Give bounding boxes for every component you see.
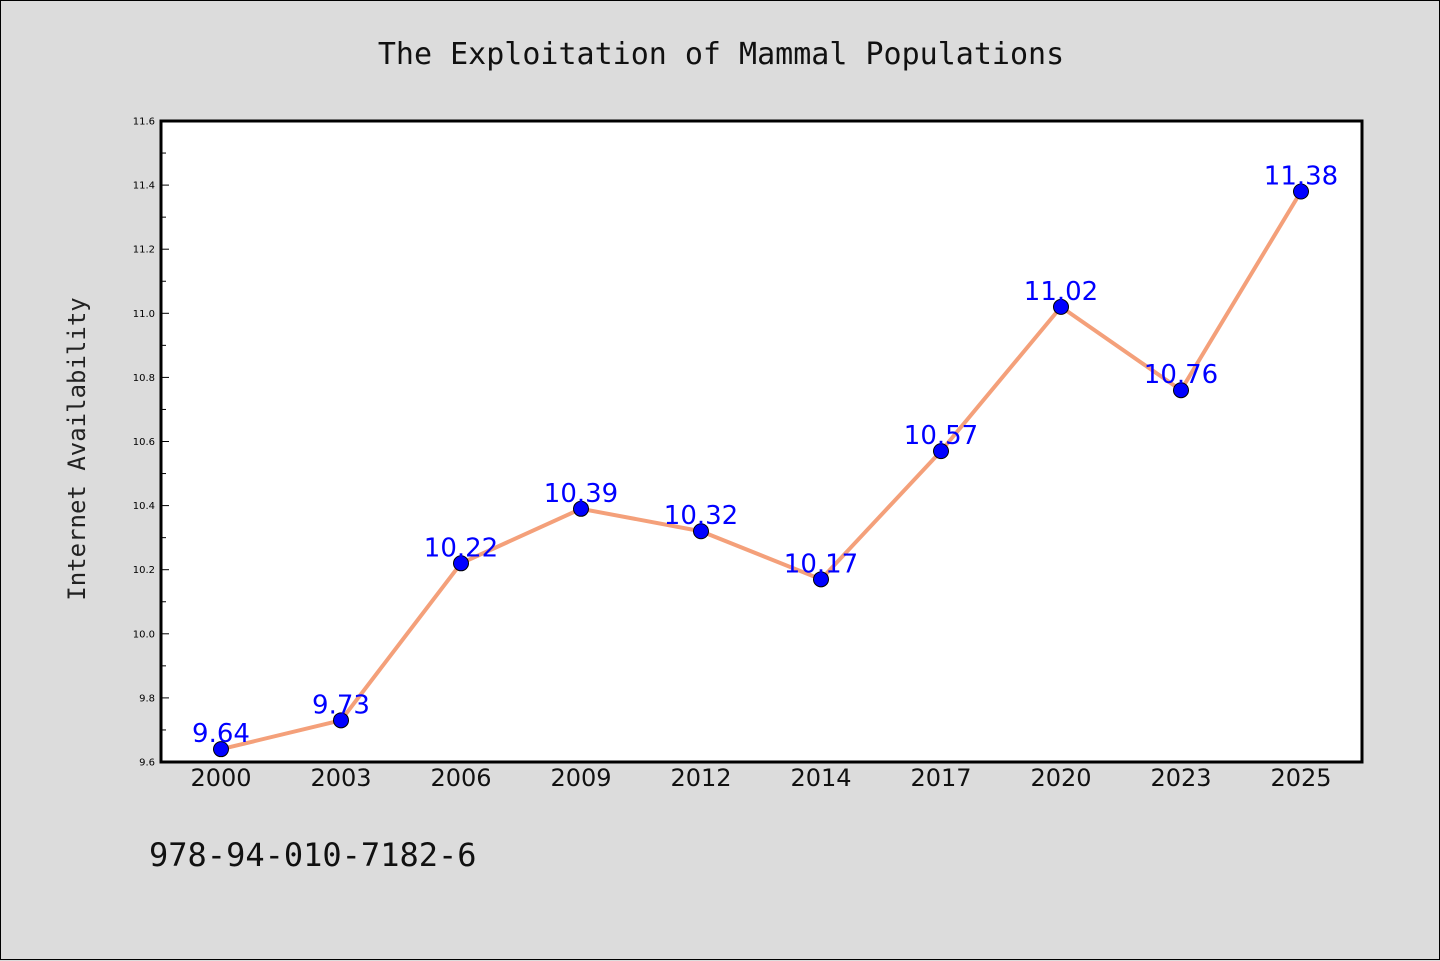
x-tick-label: 2012: [670, 764, 731, 792]
x-tick-label: 2003: [310, 764, 371, 792]
y-tick-label: 11.4: [133, 181, 155, 192]
y-tick-label: 10.8: [133, 373, 155, 384]
x-axis-ticks: 2000 2003 2006 2009 2012 2014 2017 2020 2023 2025: [190, 764, 1331, 792]
data-point: [1173, 382, 1189, 399]
y-tick-label: 9.6: [139, 758, 155, 769]
y-tick-label: 11.0: [133, 309, 155, 320]
x-tick-label: 2017: [910, 764, 971, 792]
x-tick-label: 2009: [550, 764, 611, 792]
x-tick-label: 2000: [190, 764, 251, 792]
data-point: [213, 741, 229, 758]
plot-area: [161, 121, 1362, 762]
y-tick-label: 9.8: [139, 693, 155, 704]
data-point: [453, 555, 469, 572]
data-label: 10.57: [904, 421, 978, 451]
data-label: 10.76: [1144, 360, 1218, 390]
y-tick-label: 10.0: [133, 629, 155, 640]
data-point: [813, 571, 829, 588]
data-label: 9.73: [312, 690, 370, 720]
y-tick-label: 11.6: [133, 117, 155, 128]
x-tick-label: 2025: [1270, 764, 1331, 792]
y-tick-label: 11.2: [133, 245, 155, 256]
y-tick-label: 10.4: [133, 501, 155, 512]
data-label: 10.22: [424, 533, 498, 563]
data-point: [333, 712, 349, 729]
data-label: 9.64: [192, 719, 250, 749]
x-tick-label: 2014: [790, 764, 851, 792]
series-line: [219, 189, 1303, 752]
y-tick-label: 10.6: [133, 437, 155, 448]
x-tick-label: 2023: [1150, 764, 1211, 792]
x-tick-label: 2006: [430, 764, 491, 792]
isbn-text: 978-94-010-7182-6: [149, 836, 477, 874]
chart-title: The Exploitation of Mammal Populations: [378, 37, 1064, 72]
plot-frame: [159, 119, 1364, 764]
data-point: [573, 500, 589, 517]
data-point: [933, 443, 949, 460]
y-axis-ticks: 9.6 9.8 10.0 10.2 10.4 10.6 10.8 11.0 11.2 11.4 11…: [133, 117, 169, 769]
data-point: [693, 523, 709, 540]
y-tick-label: 10.2: [133, 565, 155, 576]
y-axis-label: Internet Availability: [63, 297, 91, 600]
x-tick-label: 2020: [1030, 764, 1091, 792]
data-label: 11.02: [1024, 277, 1098, 307]
series-layer: 9.64 9.73 10.22 10.39 10.32 10.17 10.57 11.02 10…: [192, 162, 1338, 758]
data-label: 10.39: [544, 479, 618, 509]
data-label: 10.17: [784, 549, 858, 579]
data-label: 10.32: [664, 501, 738, 531]
data-label: 11.38: [1264, 162, 1338, 192]
data-point: [1293, 183, 1309, 200]
data-point: [1053, 298, 1069, 315]
